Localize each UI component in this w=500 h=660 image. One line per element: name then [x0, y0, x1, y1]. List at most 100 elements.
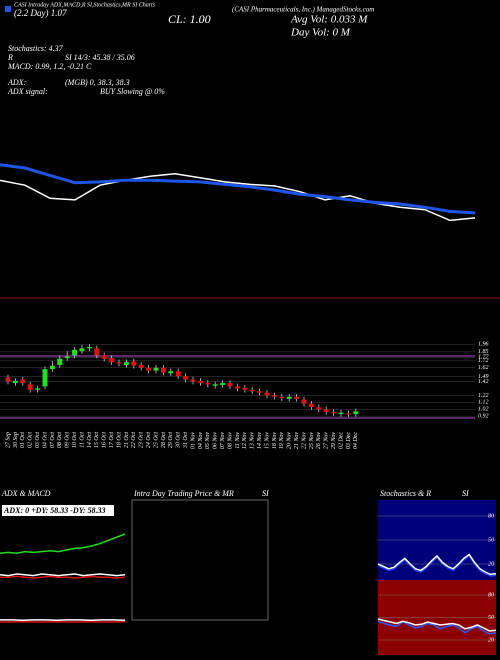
x-tick-label: 29 Oct	[168, 432, 174, 448]
series-line	[377, 553, 497, 576]
x-tick-label: 12 Nov	[242, 432, 248, 450]
series-line	[0, 533, 126, 554]
x-tick-label: 14 Oct	[86, 432, 93, 448]
candle-body	[116, 362, 122, 364]
y-tick-label: 1.49	[478, 373, 489, 380]
x-tick-label: 21 Nov	[294, 432, 300, 450]
header-text: ADX signal:	[7, 87, 48, 96]
x-tick-label: 20 Nov	[287, 432, 293, 450]
header-text: (2.2 Day) 1.07	[14, 8, 67, 18]
x-tick-label: 17 Oct	[109, 432, 115, 448]
x-tick-label: 25 Oct	[153, 432, 159, 448]
header-text: BUY Slowing @ 0%	[100, 87, 165, 96]
candle-body	[212, 384, 218, 386]
candle-body	[79, 348, 85, 352]
x-tick-label: 16 Oct	[102, 432, 108, 448]
series-line	[0, 163, 476, 215]
series-line	[0, 172, 476, 222]
x-tick-label: 08 Oct	[57, 432, 63, 448]
y-tick-label: 1.72	[478, 358, 489, 364]
logo-square	[5, 6, 11, 12]
candle-body	[190, 379, 196, 382]
x-tick-label: 29 Nov	[331, 432, 337, 450]
y-tick-label: 1.96	[478, 342, 489, 348]
candle-body	[123, 362, 129, 365]
x-tick-label: 27 Sep	[5, 432, 11, 448]
candle-body	[271, 395, 277, 397]
candle-body	[109, 358, 115, 363]
x-tick-label: 10 Oct	[72, 432, 78, 448]
x-tick-label: 07 Oct	[50, 432, 56, 448]
x-tick-label: 11 Nov	[235, 432, 241, 449]
x-tick-label: 24 Oct	[145, 432, 152, 448]
x-tick-label: 01 Nov	[190, 432, 196, 450]
candle-body	[242, 387, 248, 390]
x-tick-label: 27 Nov	[324, 432, 330, 450]
y-tick-label: 1.62	[478, 365, 489, 371]
x-tick-label: 08 Nov	[227, 432, 233, 450]
panel-title: SI	[262, 489, 269, 498]
x-tick-label: 15 Oct	[94, 432, 100, 448]
candle-body	[94, 348, 100, 356]
header-text: ADX:	[7, 78, 27, 87]
x-tick-label: 23 Oct	[139, 432, 145, 448]
candle-body	[86, 346, 92, 349]
label-box	[2, 505, 114, 516]
x-tick-label: 31 Oct	[183, 432, 189, 449]
candle-body	[168, 371, 174, 374]
y-tick-label: 1.77	[478, 355, 490, 361]
candle-body	[220, 382, 226, 386]
x-tick-label: 22 Nov	[301, 432, 307, 450]
candle-body	[294, 396, 300, 399]
series-line	[377, 618, 497, 632]
candle-body	[101, 355, 107, 359]
y-tick-label: 1.42	[478, 378, 489, 385]
x-tick-label: 04 Oct	[41, 432, 48, 448]
x-tick-label: 05 Nov	[205, 432, 211, 450]
y-tick-label: 1.02	[478, 407, 489, 413]
header-text: MACD: 0.99, 1.2, -0.21 C	[7, 62, 92, 71]
candle-body	[257, 391, 263, 393]
x-tick-label: 07 Nov	[220, 432, 226, 450]
candle-body	[227, 382, 233, 387]
y-tick-label: 1.12	[478, 400, 489, 406]
candle-body	[146, 367, 152, 371]
y-tick-label: 80	[488, 592, 494, 598]
x-tick-label: 02 Dec	[338, 432, 344, 449]
x-tick-label: 03 Oct	[35, 432, 41, 448]
x-tick-label: 03 Dec	[346, 432, 352, 449]
candle-body	[35, 388, 41, 390]
candle-body	[323, 409, 329, 413]
x-tick-label: 18 Nov	[272, 432, 278, 450]
x-tick-label: 25 Nov	[309, 432, 315, 450]
y-tick-label: 50	[488, 615, 494, 621]
candle-body	[160, 367, 166, 373]
candle-body	[138, 364, 144, 368]
candle-body	[345, 413, 351, 415]
panel-title: Stochastics & R	[380, 489, 431, 498]
series-line	[377, 554, 497, 577]
x-tick-label: 30 Sep	[13, 432, 19, 449]
panel-title: ADX & MACD	[1, 489, 51, 498]
x-tick-label: 15 Nov	[264, 432, 270, 450]
x-tick-label: 01 Oct	[20, 432, 26, 448]
candle-body	[72, 349, 78, 356]
y-tick-label: 20	[488, 561, 494, 567]
y-tick-label: 0.92	[478, 414, 489, 420]
candle-body	[279, 396, 285, 399]
candle-body	[234, 386, 240, 389]
panel-title: SI	[462, 489, 469, 498]
header-text: (CASI Pharmaceuticals, Inc.) ManagedStoc…	[232, 6, 374, 14]
x-tick-label: 09 Oct	[65, 432, 71, 448]
x-tick-label: 14 Nov	[256, 432, 263, 450]
x-tick-label: 02 Oct	[28, 432, 34, 448]
candle-body	[5, 377, 11, 382]
x-tick-label: 30 Oct	[176, 432, 182, 449]
x-tick-label: 21 Oct	[124, 432, 130, 448]
x-tick-label: 04 Nov	[197, 432, 204, 450]
candle-body	[316, 407, 322, 410]
x-tick-label: 22 Oct	[131, 432, 137, 448]
candle-body	[20, 379, 26, 383]
